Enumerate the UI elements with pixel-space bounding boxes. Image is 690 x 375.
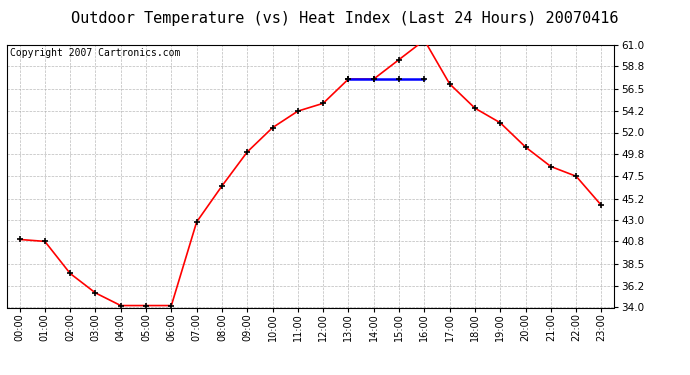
Text: Copyright 2007 Cartronics.com: Copyright 2007 Cartronics.com bbox=[10, 48, 180, 58]
Text: Outdoor Temperature (vs) Heat Index (Last 24 Hours) 20070416: Outdoor Temperature (vs) Heat Index (Las… bbox=[71, 11, 619, 26]
